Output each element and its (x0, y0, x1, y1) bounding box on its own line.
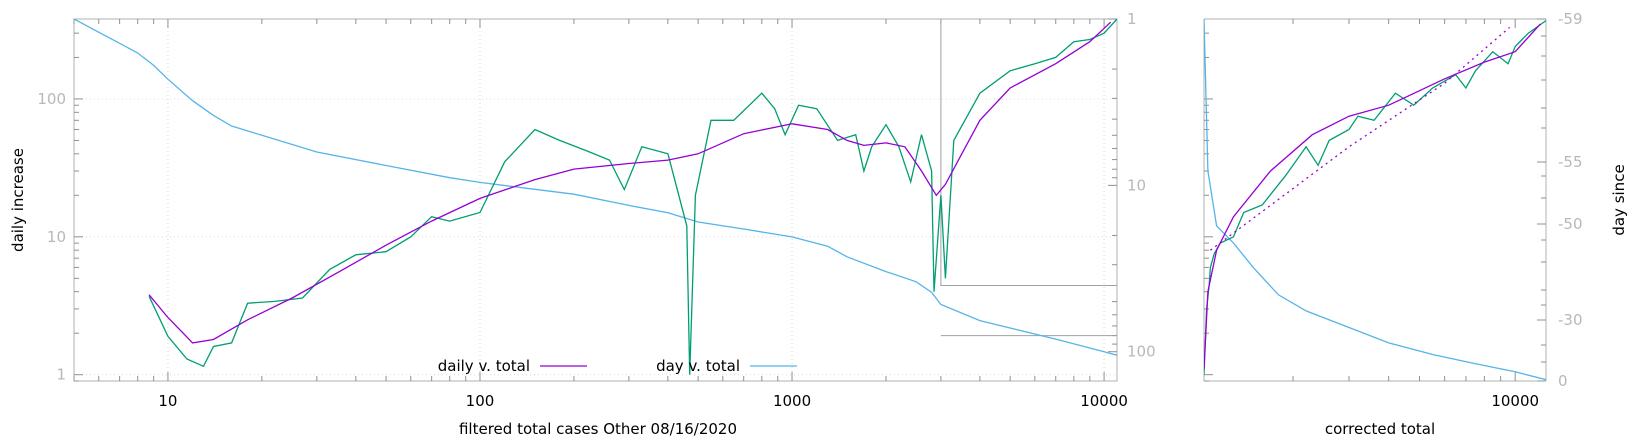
x-tick-label-10: 10 (158, 392, 177, 410)
x-tick-label-1000: 1000 (773, 392, 811, 410)
annotation-line-0 (940, 19, 1117, 286)
series-line-1 (148, 19, 1117, 375)
series-line-0 (148, 21, 1112, 344)
y2-axis-label-right: day since (1610, 164, 1628, 235)
right-series-line-3 (1204, 19, 1546, 381)
legend-label-daily: daily v. total (438, 357, 530, 375)
y2-tick-label-10: 10 (1127, 176, 1146, 194)
y-tick-label-1: 1 (56, 366, 66, 384)
plot-frame-left (73, 18, 1118, 382)
legend-label-day: day v. total (656, 357, 740, 375)
y4-tick-label--59: -59 (1558, 10, 1583, 28)
series-line-2 (74, 19, 1117, 356)
right-series-line-0 (1204, 23, 1541, 370)
y4-tick-label--50: -50 (1558, 215, 1583, 233)
right-series-line-2 (1204, 20, 1546, 375)
left-plot: 10 100 1000 10000 1 10 100 1 10 100 (37, 10, 1155, 410)
x-tick-label-100: 100 (466, 392, 495, 410)
y2-tick-label-1: 1 (1127, 10, 1137, 28)
legend: daily v. total day v. total (438, 357, 797, 375)
y2-tick-label-100: 100 (1127, 343, 1156, 361)
x2-tick-label-10000: 10000 (1491, 392, 1539, 410)
right-series-line-1 (1210, 26, 1511, 251)
x-axis-label-left: filtered total cases Other 08/16/2020 (459, 420, 737, 438)
y-axis-label-left: daily increase (9, 148, 27, 252)
right-plot: 0 -30 -50 -55 -59 10000 (1203, 10, 1583, 410)
y-tick-label-10: 10 (47, 228, 66, 246)
y4-tick-label-0: 0 (1558, 372, 1568, 390)
y4-tick-label--55: -55 (1558, 153, 1583, 171)
y-tick-label-100: 100 (37, 90, 66, 108)
y4-tick-label--30: -30 (1558, 311, 1583, 329)
x-axis-label-right: corrected total (1325, 420, 1435, 438)
x-tick-label-10000: 10000 (1080, 392, 1128, 410)
